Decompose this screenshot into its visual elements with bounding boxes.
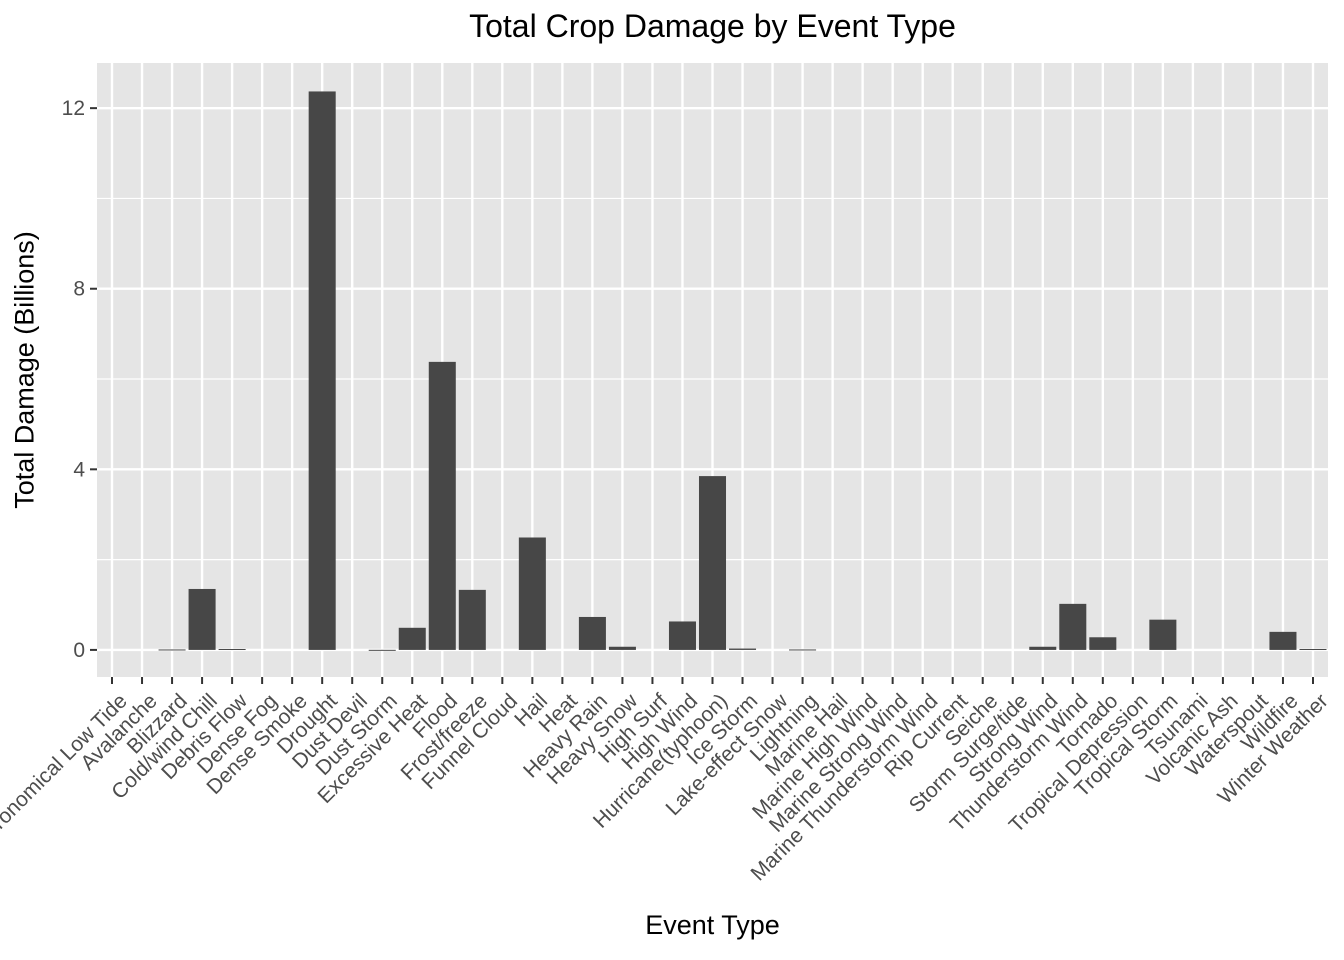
bar [1299,649,1327,651]
y-tick-label: 4 [73,458,85,481]
bar [158,649,186,651]
bar [428,361,456,650]
y-tick-label: 8 [73,278,85,301]
bar [458,589,486,650]
x-axis-title: Event Type [645,910,780,940]
bar [729,648,757,650]
x-tick-label: Astronomical Low Tide [0,689,132,855]
bar [789,649,817,651]
bar [1089,637,1117,650]
bar [1149,619,1177,650]
bar [188,588,216,650]
bar [518,537,546,650]
bar [698,476,727,650]
bar [368,649,396,651]
bar [1059,603,1087,650]
bar [398,627,426,650]
y-tick-label: 0 [73,639,85,662]
bar [608,646,636,650]
chart-title: Total Crop Damage by Event Type [469,8,956,44]
bar [1269,631,1297,650]
bar [218,649,246,651]
bar [308,91,336,650]
y-tick-label: 12 [62,97,85,120]
bar [668,621,696,650]
bar [1029,646,1057,650]
bar [578,616,606,650]
